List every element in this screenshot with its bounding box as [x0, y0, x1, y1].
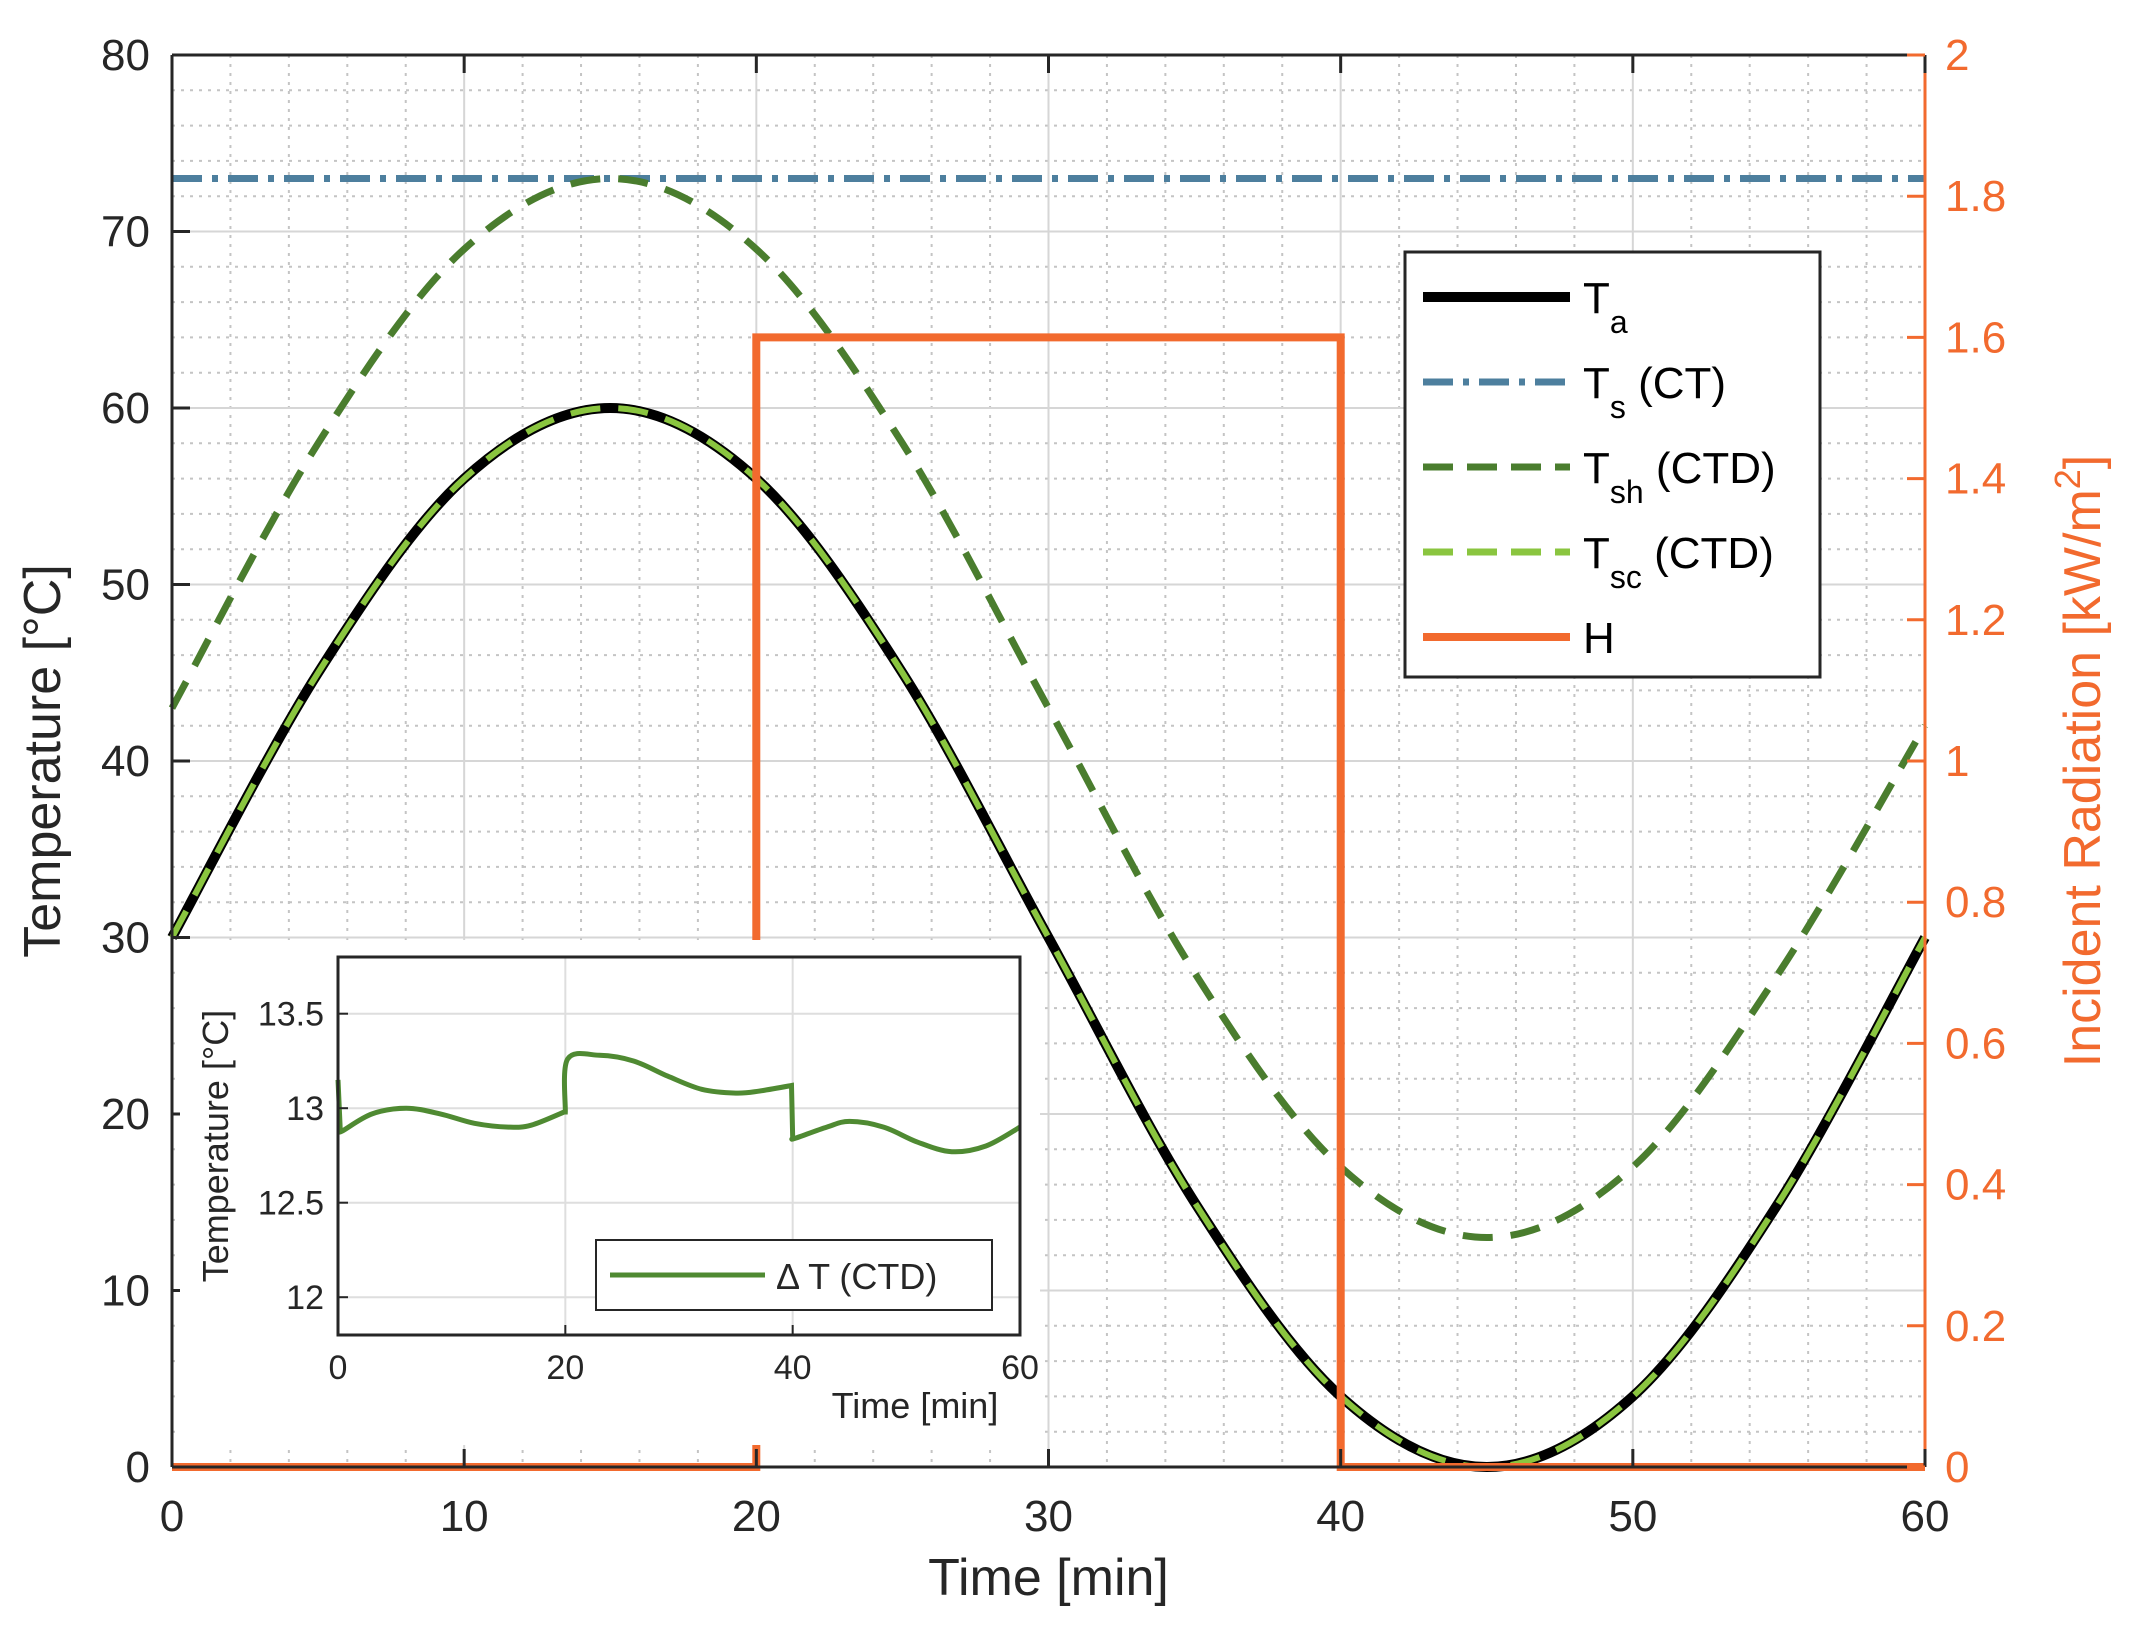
legend-label: Tsc (CTD)	[1583, 529, 1774, 595]
legend-label-suffix: (CT)	[1626, 359, 1726, 408]
series-tsh-ctd	[168, 174, 1929, 1242]
legend-label-suffix: (CTD)	[1642, 529, 1774, 578]
inset-y-axis-title: Temperature [°C]	[195, 1010, 236, 1283]
inset-x-axis-title: Time [min]	[832, 1385, 999, 1426]
inset-legend-label: Δ T (CTD)	[776, 1256, 937, 1297]
x-axis-title: Time [min]	[928, 1549, 1169, 1607]
y-right-tick-label: 0.2	[1945, 1302, 2006, 1351]
inset-y-tick-label: 13.5	[258, 996, 324, 1034]
y-left-axis-title: Temperature [°C]	[14, 564, 72, 958]
y-right-title-end: ]	[2054, 455, 2112, 469]
inset-x-tick-label: 20	[546, 1349, 584, 1387]
inset-y-tick-label: 13	[286, 1090, 324, 1128]
y-left-tick-label: 50	[101, 561, 150, 610]
y-left-tick-label: 80	[101, 31, 150, 80]
inset-y-tick-label: 12	[286, 1279, 324, 1317]
y-right-tick-label: 0.6	[1945, 1019, 2006, 1068]
legend-label-sub: s	[1610, 389, 1626, 425]
x-tick-label: 20	[732, 1492, 781, 1541]
x-tick-label: 50	[1608, 1492, 1657, 1541]
legend-label-sub: sc	[1610, 559, 1642, 595]
x-tick-label: 30	[1024, 1492, 1073, 1541]
legend-label-main: T	[1583, 529, 1610, 578]
legend-label-sub: a	[1610, 304, 1628, 340]
y-left-tick-label: 30	[101, 914, 150, 963]
legend-label: Ta	[1583, 274, 1628, 340]
x-tick-label: 10	[440, 1492, 489, 1541]
legend-label: H	[1583, 614, 1615, 663]
y-left-tick-label: 40	[101, 737, 150, 786]
legend-label-main: T	[1583, 359, 1610, 408]
axis-labels: 0 10 20 30 40 50 600102030405060708000.20.40.6…	[14, 31, 2112, 1607]
series-tsc-ctd	[169, 404, 1928, 1471]
legend-label: Tsh (CTD)	[1583, 444, 1776, 510]
y-right-tick-label: 1	[1945, 737, 1969, 786]
y-left-tick-label: 20	[101, 1090, 150, 1139]
legend-label-main: T	[1583, 444, 1610, 493]
y-left-tick-label: 60	[101, 384, 150, 433]
x-tick-label: 60	[1901, 1492, 1950, 1541]
legend-label-sub: sh	[1610, 474, 1644, 510]
y-right-title-sup: 2	[2047, 469, 2088, 489]
y-right-tick-label: 2	[1945, 31, 1969, 80]
legend-label-main: T	[1583, 274, 1610, 323]
y-right-title-main: Incident Radiation [kW/m	[2054, 489, 2112, 1067]
inset-x-tick-label: 60	[1001, 1349, 1039, 1387]
y-right-tick-label: 1.6	[1945, 313, 2006, 362]
inset-y-tick-label: 12.5	[258, 1185, 324, 1223]
inset-x-tick-label: 40	[774, 1349, 812, 1387]
legend-label: Ts (CT)	[1583, 359, 1726, 425]
y-right-tick-label: 1.8	[1945, 172, 2006, 221]
x-tick-label: 0	[160, 1492, 184, 1541]
inset-series-delta-t	[335, 1051, 1022, 1155]
legend-label-main: H	[1583, 614, 1615, 663]
inset-frame	[336, 955, 1022, 1337]
y-left-tick-label: 10	[101, 1267, 150, 1316]
inset-x-tick-label: 0	[329, 1349, 348, 1387]
main-axes	[170, 53, 1927, 1469]
x-tick-label: 40	[1316, 1492, 1365, 1541]
y-right-tick-label: 0.4	[1945, 1161, 2006, 1210]
y-right-tick-label: 1.2	[1945, 596, 2006, 645]
y-right-tick-label: 0.8	[1945, 878, 2006, 927]
legend-label-suffix: (CTD)	[1644, 444, 1776, 493]
y-left-tick-label: 0	[126, 1443, 150, 1492]
y-right-tick-label: 1.4	[1945, 455, 2006, 504]
inset-plot: 0 20 40 60 12 12.5 13 13.5 Time [min] Temperature…	[180, 940, 1040, 1445]
y-right-tick-label: 0	[1945, 1443, 1969, 1492]
y-left-tick-label: 70	[101, 208, 150, 257]
y-right-axis-title: Incident Radiation [kW/m2]	[2047, 455, 2112, 1068]
